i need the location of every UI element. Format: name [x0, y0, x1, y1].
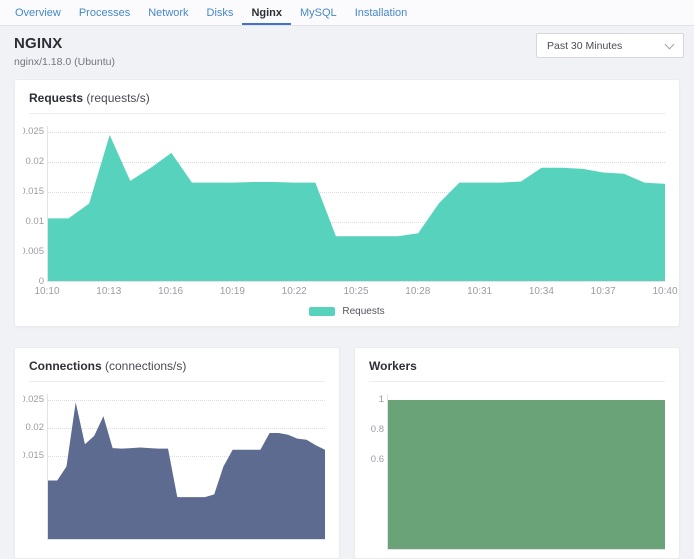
- chart-title-text: Workers: [369, 359, 417, 373]
- bottom-charts-row: Connections (connections/s) 0.0250.020.0…: [14, 347, 680, 559]
- requests-x-axis: 10:10 10:13 10:16 10:19 10:22 10:25 10:28 10:31…: [34, 285, 677, 299]
- requests-legend: Requests: [15, 299, 679, 326]
- page-subtitle: nginx/1.18.0 (Ubuntu): [14, 56, 115, 68]
- x-axis-label: 10:25: [343, 286, 369, 297]
- divider: [29, 113, 665, 114]
- connections-card: Connections (connections/s) 0.0250.020.0…: [14, 347, 340, 559]
- gridline: [48, 427, 325, 429]
- workers-plot-area[interactable]: [387, 394, 665, 550]
- chart-title-units: (requests/s): [86, 91, 150, 105]
- gridline: [48, 192, 665, 193]
- tab-processes[interactable]: Processes: [78, 7, 131, 19]
- area-series: [48, 402, 325, 539]
- tab-nginx[interactable]: Nginx: [242, 0, 291, 25]
- y-axis-label: 0.8: [370, 424, 384, 435]
- requests-chart[interactable]: 0.025 0.02 0.015 0.01 0.005 0: [23, 126, 665, 287]
- x-axis-label: 10:16: [158, 286, 184, 297]
- x-axis-label: 10:19: [219, 286, 245, 297]
- x-axis-label: 10:13: [96, 286, 122, 297]
- chart-title-units: (connections/s): [105, 359, 187, 373]
- tab-overview[interactable]: Overview: [15, 7, 61, 19]
- gridline: [48, 132, 665, 133]
- requests-y-axis: 0.025 0.02 0.015 0.01 0.005 0: [23, 126, 47, 287]
- requests-card: Requests (requests/s) 0.025 0.02 0.015 0.01…: [14, 79, 680, 327]
- chart-title-text: Requests: [29, 91, 84, 105]
- connections-y-axis: 0.025 0.02 0.015: [23, 394, 47, 540]
- gridline: [48, 222, 665, 223]
- connections-card-title: Connections (connections/s): [15, 348, 339, 373]
- divider: [29, 381, 325, 382]
- legend-swatch-requests: [309, 307, 336, 316]
- x-axis-label: 10:40: [652, 286, 678, 297]
- x-axis-label: 10:31: [467, 286, 493, 297]
- requests-card-title: Requests (requests/s): [15, 80, 679, 105]
- y-axis-label: 0.015: [23, 449, 44, 461]
- area-series: [388, 399, 665, 549]
- y-axis-label: 0.005: [23, 246, 44, 257]
- time-range-select[interactable]: Past 30 Minutes: [536, 33, 684, 58]
- tab-installation[interactable]: Installation: [354, 7, 408, 19]
- legend-label-requests: Requests: [342, 306, 385, 317]
- y-axis-label: 0.015: [23, 186, 44, 197]
- y-axis-label: 0: [38, 276, 44, 287]
- y-axis-label: 0.025: [23, 393, 44, 405]
- y-axis-label: 0.01: [25, 216, 45, 227]
- y-axis-label: 0.02: [25, 156, 45, 167]
- page-title: NGINX: [14, 35, 63, 52]
- gridline: [48, 162, 665, 163]
- x-axis-label: 10:22: [281, 286, 307, 297]
- chevron-down-icon: [664, 39, 675, 49]
- y-axis-label: 0.025: [23, 126, 44, 137]
- divider: [369, 381, 665, 382]
- requests-plot-area[interactable]: [47, 126, 665, 282]
- y-axis-label: 0.6: [370, 454, 384, 465]
- connections-chart[interactable]: 0.025 0.02 0.015: [23, 394, 325, 540]
- y-axis-label: 0.02: [25, 421, 45, 433]
- x-axis-label: 10:34: [528, 286, 554, 297]
- x-axis-label: 10:37: [590, 286, 616, 297]
- workers-card: Workers 1 0.8 0.6: [354, 347, 680, 559]
- y-axis-label: 1: [378, 394, 384, 405]
- chart-title-text: Connections: [29, 359, 102, 373]
- area-series: [48, 134, 665, 281]
- x-axis-label: 10:28: [405, 286, 431, 297]
- gridline: [48, 399, 325, 401]
- tab-disks[interactable]: Disks: [206, 7, 234, 19]
- page-header: NGINX nginx/1.18.0 (Ubuntu) Past 30 Minu…: [0, 26, 694, 79]
- connections-plot-area[interactable]: [47, 394, 325, 540]
- time-range-value: Past 30 Minutes: [547, 39, 623, 52]
- workers-chart[interactable]: 1 0.8 0.6: [369, 394, 665, 550]
- workers-y-axis: 1 0.8 0.6: [369, 394, 387, 550]
- top-tab-bar: Overview Processes Network Disks Nginx M…: [0, 0, 694, 26]
- workers-card-title: Workers: [355, 348, 679, 373]
- tab-mysql[interactable]: MySQL: [300, 7, 337, 19]
- tab-network[interactable]: Network: [148, 7, 189, 19]
- x-axis-label: 10:10: [34, 286, 60, 297]
